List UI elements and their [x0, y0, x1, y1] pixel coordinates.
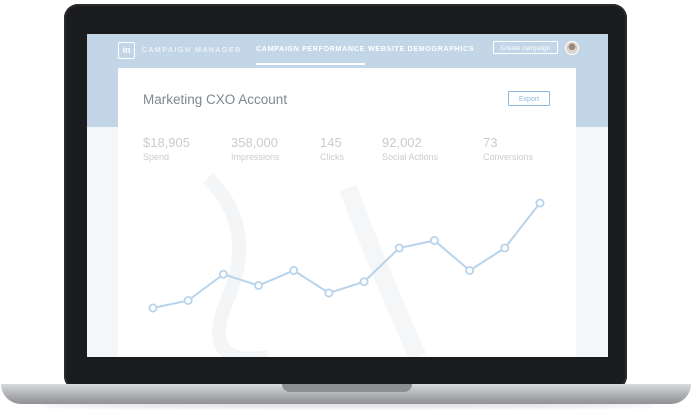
create-campaign-button[interactable]: Create campaign — [493, 41, 558, 54]
stat-social-actions: 92,002 Social Actions — [382, 135, 438, 162]
data-point[interactable] — [465, 265, 475, 275]
stat-label: Clicks — [320, 152, 344, 162]
background-texture — [202, 173, 427, 357]
data-point[interactable] — [324, 288, 334, 298]
data-point[interactable] — [148, 303, 158, 313]
data-point[interactable] — [394, 243, 404, 253]
data-point[interactable] — [183, 295, 193, 305]
data-point[interactable] — [500, 243, 510, 253]
laptop-base — [1, 384, 691, 404]
data-point[interactable] — [535, 198, 545, 208]
avatar[interactable] — [565, 41, 579, 55]
stat-label: Conversions — [483, 152, 534, 162]
data-point[interactable] — [359, 277, 369, 287]
stat-label: Impressions — [231, 152, 280, 162]
screen: in CAMPAIGN MANAGER CAMPAIGN PERFORMANCE… — [87, 34, 608, 357]
tab-campaign-performance[interactable]: CAMPAIGN PERFORMANCE — [256, 44, 365, 65]
stat-value: 358,000 — [231, 135, 278, 150]
series-line — [152, 202, 541, 309]
data-point[interactable] — [429, 235, 439, 245]
data-point[interactable] — [218, 269, 228, 279]
stat-value: $18,905 — [143, 135, 190, 150]
performance-line-chart — [148, 198, 545, 313]
stat-value: 145 — [320, 135, 342, 150]
laptop-base-notch — [282, 384, 412, 392]
stat-impressions: 358,000 Impressions — [231, 135, 280, 162]
stat-conversions: 73 Conversions — [483, 135, 533, 162]
account-title: Marketing CXO Account — [143, 92, 288, 107]
stat-label: Social Actions — [382, 152, 439, 162]
laptop-shadow — [40, 402, 654, 408]
linkedin-logo-icon: in — [118, 42, 135, 59]
tab-website-demographics[interactable]: WEBSITE DEMOGRAPHICS — [368, 44, 475, 53]
stat-label: Spend — [143, 152, 170, 162]
data-point[interactable] — [254, 280, 264, 290]
export-button[interactable]: Export — [508, 91, 550, 106]
stat-clicks: 145 Clicks — [320, 135, 344, 162]
account-card: Marketing CXO Account Export $18,905 Spe… — [118, 68, 576, 357]
stat-value: 73 — [483, 135, 498, 150]
stat-spend: $18,905 Spend — [143, 135, 190, 162]
brand[interactable]: in CAMPAIGN MANAGER — [118, 42, 242, 59]
stat-value: 92,002 — [382, 135, 422, 150]
data-point[interactable] — [289, 265, 299, 275]
brand-name: CAMPAIGN MANAGER — [142, 47, 242, 54]
